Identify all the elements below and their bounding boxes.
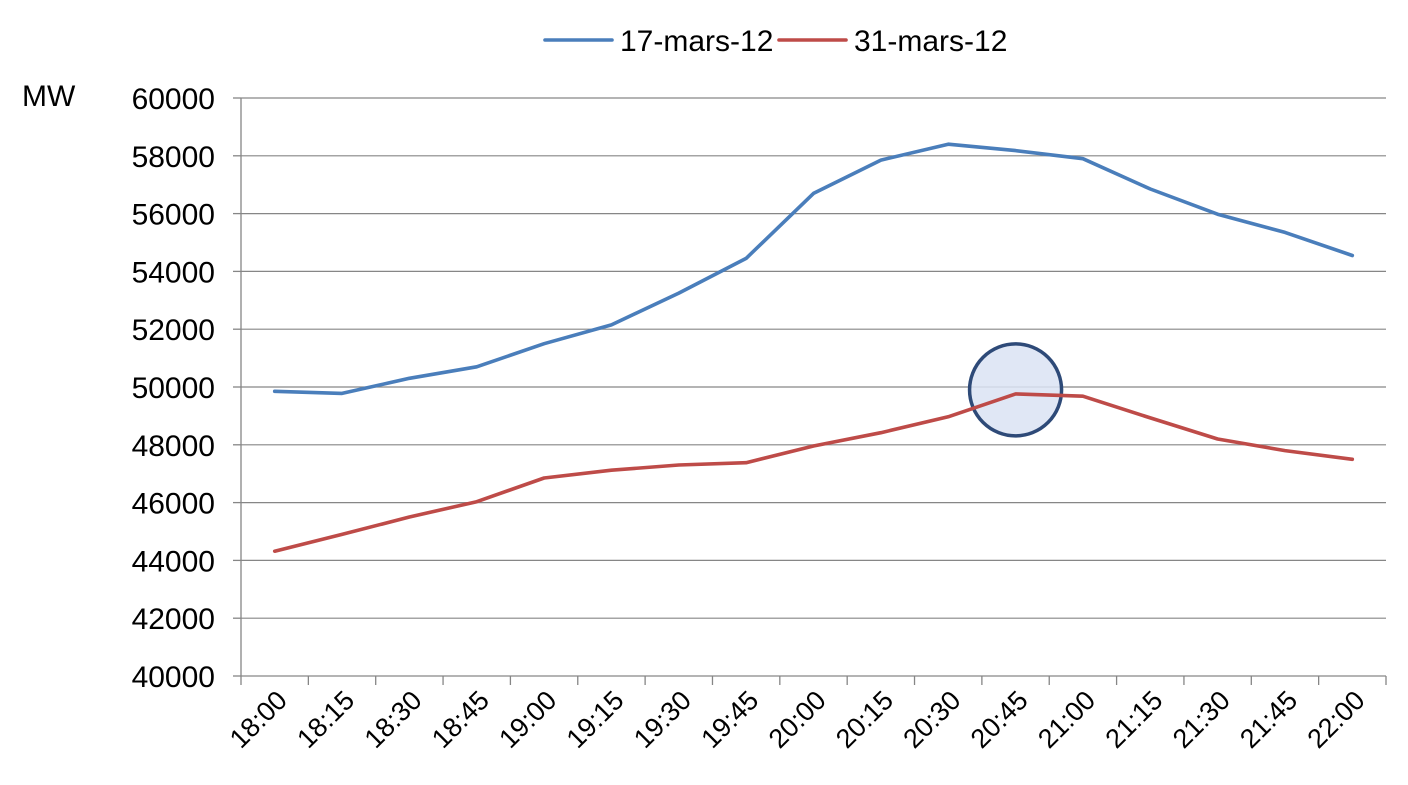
x-tick-label: 20:00 <box>763 685 832 754</box>
annotations <box>967 342 1064 438</box>
gridlines <box>241 97 1386 619</box>
x-tick-label: 22:00 <box>1302 685 1371 754</box>
series-line-1 <box>272 142 1355 396</box>
x-tick-label: 21:30 <box>1167 685 1236 754</box>
x-tick-label: 21:45 <box>1234 685 1303 754</box>
highlight-circle <box>967 342 1064 438</box>
legend-label-1: 17-mars-12 <box>620 25 773 58</box>
series-line-2 <box>272 392 1355 554</box>
y-tick-label: 52000 <box>132 314 215 347</box>
legend: 17-mars-12 31-mars-12 <box>543 25 1007 58</box>
x-tick-label: 18:45 <box>426 685 495 754</box>
x-tick-label: 19:30 <box>628 685 697 754</box>
x-tick-label: 19:15 <box>561 685 630 754</box>
y-axis-unit-label: MW <box>22 80 76 113</box>
axes: 40000 42000 44000 46000 48000 50000 52000 54000… <box>132 83 1387 754</box>
y-tick-label: 42000 <box>132 603 215 636</box>
x-tick-label: 21:00 <box>1032 685 1101 754</box>
x-tick-label: 19:00 <box>493 685 562 754</box>
x-tick-label: 20:15 <box>830 685 899 754</box>
x-tick-label: 20:45 <box>965 685 1034 754</box>
x-tick-label: 20:30 <box>897 685 966 754</box>
x-tick-label: 18:00 <box>224 685 293 754</box>
y-tick-label: 58000 <box>132 141 215 174</box>
series-lines <box>272 142 1355 554</box>
y-tick-label: 48000 <box>132 430 215 463</box>
y-tick-label: 54000 <box>132 256 215 289</box>
y-tick-label: 46000 <box>132 488 215 521</box>
x-tick-label: 21:15 <box>1100 685 1169 754</box>
y-tick-label: 44000 <box>132 545 215 578</box>
legend-label-2: 31-mars-12 <box>854 25 1007 58</box>
x-tick-label: 18:15 <box>291 685 360 754</box>
y-tick-label: 60000 <box>132 83 215 116</box>
x-tick-label: 19:45 <box>695 685 764 754</box>
y-tick-label: 56000 <box>132 199 215 232</box>
y-tick-label: 40000 <box>132 661 215 694</box>
y-tick-label: 50000 <box>132 372 215 405</box>
x-tick-label: 18:30 <box>359 685 428 754</box>
